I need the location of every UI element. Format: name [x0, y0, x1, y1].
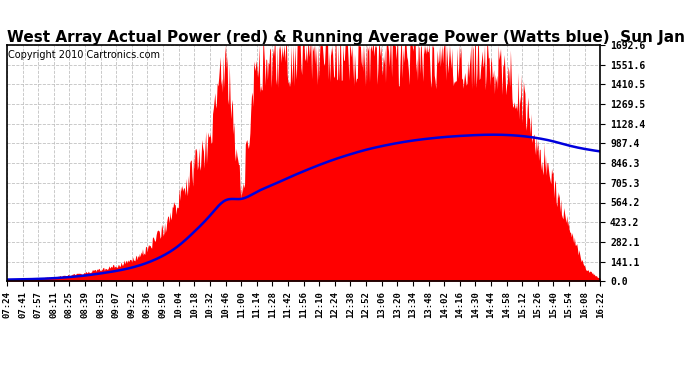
- Text: Copyright 2010 Cartronics.com: Copyright 2010 Cartronics.com: [8, 50, 160, 60]
- Text: West Array Actual Power (red) & Running Average Power (Watts blue)  Sun Jan 17 1: West Array Actual Power (red) & Running …: [7, 30, 690, 45]
